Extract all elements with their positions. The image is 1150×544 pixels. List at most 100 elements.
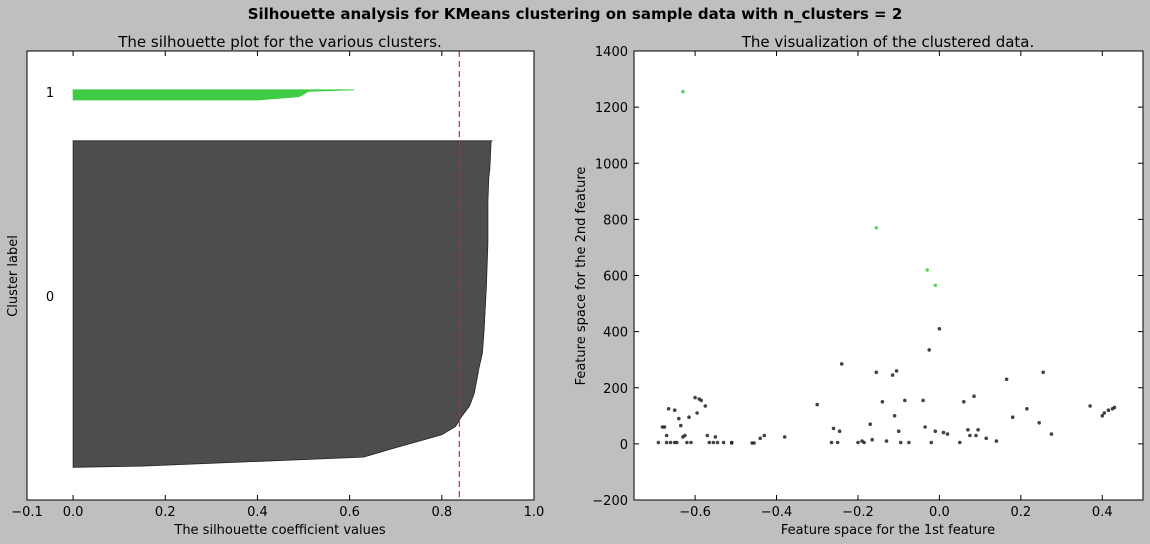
silhouette-xtick-label: 0.8 <box>431 505 452 520</box>
scatter-point-cluster-0 <box>782 435 787 439</box>
scatter-ytick-label: 800 <box>603 213 628 228</box>
scatter-point-cluster-0 <box>921 398 925 403</box>
scatter-point-cluster-0 <box>870 437 874 442</box>
scatter-point-cluster-0 <box>707 440 712 445</box>
scatter-point-cluster-1 <box>925 268 929 272</box>
scatter-point-cluster-0 <box>962 400 966 404</box>
silhouette-plot-frame <box>26 50 535 501</box>
scatter-point-cluster-0 <box>945 432 950 436</box>
scatter-point-cluster-0 <box>729 441 734 445</box>
scatter-point-cluster-0 <box>831 426 836 431</box>
scatter-point-cluster-0 <box>1041 370 1045 375</box>
scatter-xtick-label: −0.2 <box>842 505 874 520</box>
scatter-plot-content <box>656 89 1117 445</box>
scatter-point-cluster-0 <box>966 428 970 432</box>
cluster-label-0: 0 <box>46 290 54 305</box>
scatter-point-cluster-0 <box>662 425 667 429</box>
scatter-point-cluster-0 <box>856 440 860 445</box>
scatter-point-cluster-1 <box>874 226 879 230</box>
scatter-point-cluster-0 <box>923 425 927 429</box>
scatter-ytick-label: 1400 <box>595 45 628 60</box>
scatter-point-cluster-0 <box>837 429 842 434</box>
scatter-point-cluster-0 <box>976 428 980 432</box>
silhouette-xtick-label: 0.6 <box>339 505 360 520</box>
scatter-point-cluster-0 <box>656 440 661 445</box>
scatter-point-cluster-0 <box>815 402 819 407</box>
scatter-xtick-label: 0.2 <box>1010 505 1031 520</box>
silhouette-xtick-label: 0.4 <box>247 505 268 520</box>
scatter-point-cluster-0 <box>829 440 834 445</box>
scatter-point-cluster-0 <box>968 433 972 438</box>
scatter-point-cluster-0 <box>699 398 703 403</box>
scatter-point-cluster-0 <box>1049 432 1054 436</box>
scatter-ytick-label: 1200 <box>595 101 628 116</box>
scatter-point-cluster-0 <box>1100 414 1105 418</box>
scatter-point-cluster-0 <box>685 440 689 445</box>
scatter-ytick-label: −200 <box>592 494 628 509</box>
scatter-point-cluster-0 <box>758 436 762 441</box>
silhouette-plot-title: The silhouette plot for the various clus… <box>117 33 442 51</box>
silhouette-xtick-label: −0.1 <box>11 505 43 520</box>
scatter-point-cluster-0 <box>941 430 946 435</box>
scatter-point-cluster-0 <box>974 433 978 438</box>
scatter-point-cluster-0 <box>958 440 962 445</box>
scatter-point-cluster-0 <box>672 408 677 413</box>
silhouette-cluster-0 <box>72 140 493 468</box>
cluster-label-1: 1 <box>46 86 54 101</box>
scatter-point-cluster-0 <box>683 433 687 438</box>
scatter-ytick-label: 0 <box>620 438 628 453</box>
scatter-point-cluster-0 <box>1037 421 1041 425</box>
scatter-plot-background <box>634 51 1143 500</box>
scatter-point-cluster-0 <box>677 416 681 421</box>
scatter-point-cluster-0 <box>1004 377 1009 382</box>
scatter-point-cluster-0 <box>890 373 895 377</box>
silhouette-cluster-1 <box>72 89 355 101</box>
scatter-point-cluster-0 <box>666 407 671 411</box>
scatter-point-cluster-0 <box>984 436 988 441</box>
silhouette-plot-xlabel: The silhouette coefficient values <box>173 523 385 538</box>
scatter-point-cluster-0 <box>762 433 767 438</box>
scatter-point-cluster-0 <box>703 404 708 408</box>
scatter-point-cluster-0 <box>894 369 899 373</box>
scatter-point-cluster-0 <box>713 435 718 439</box>
scatter-point-cluster-0 <box>874 370 879 375</box>
scatter-plot-xlabel: Feature space for the 1st feature <box>781 523 995 538</box>
scatter-point-cluster-0 <box>862 440 866 445</box>
scatter-ytick-label: 400 <box>603 326 628 341</box>
scatter-point-cluster-0 <box>675 440 679 445</box>
scatter-point-cluster-0 <box>972 394 976 399</box>
scatter-point-cluster-0 <box>1112 405 1117 410</box>
scatter-xtick-label: 0.4 <box>1092 505 1113 520</box>
scatter-point-cluster-1 <box>933 283 938 288</box>
scatter-point-cluster-0 <box>693 395 697 400</box>
scatter-point-cluster-0 <box>721 440 726 445</box>
scatter-ytick-label: 600 <box>603 270 628 285</box>
scatter-point-cluster-0 <box>668 440 673 445</box>
scatter-point-cluster-0 <box>896 429 901 434</box>
scatter-point-cluster-0 <box>1102 411 1107 415</box>
scatter-xtick-label: −0.6 <box>679 505 711 520</box>
scatter-point-cluster-0 <box>1010 415 1015 420</box>
silhouette-xtick-label: 1.0 <box>524 505 545 520</box>
silhouette-plot-ylabel: Cluster label <box>6 235 21 317</box>
scatter-point-cluster-0 <box>664 440 669 445</box>
scatter-point-cluster-0 <box>705 433 710 438</box>
scatter-point-cluster-0 <box>835 440 840 445</box>
scatter-point-cluster-0 <box>687 415 691 420</box>
scatter-plot-title: The visualization of the clustered data. <box>741 33 1035 51</box>
scatter-point-cluster-0 <box>927 348 931 352</box>
scatter-ytick-label: 200 <box>603 382 628 397</box>
scatter-point-cluster-0 <box>907 440 911 445</box>
scatter-xtick-label: −0.4 <box>761 505 793 520</box>
scatter-point-cluster-0 <box>689 440 693 445</box>
scatter-ytick-label: 1000 <box>595 157 628 172</box>
silhouette-xtick-label: 0.0 <box>63 505 84 520</box>
figure-suptitle: Silhouette analysis for KMeans clusterin… <box>247 5 903 23</box>
scatter-point-cluster-0 <box>933 429 938 434</box>
scatter-point-cluster-0 <box>664 433 669 438</box>
scatter-point-cluster-0 <box>898 440 903 445</box>
scatter-point-cluster-0 <box>880 400 885 404</box>
scatter-point-cluster-0 <box>1088 404 1092 408</box>
scatter-point-cluster-0 <box>903 398 907 403</box>
